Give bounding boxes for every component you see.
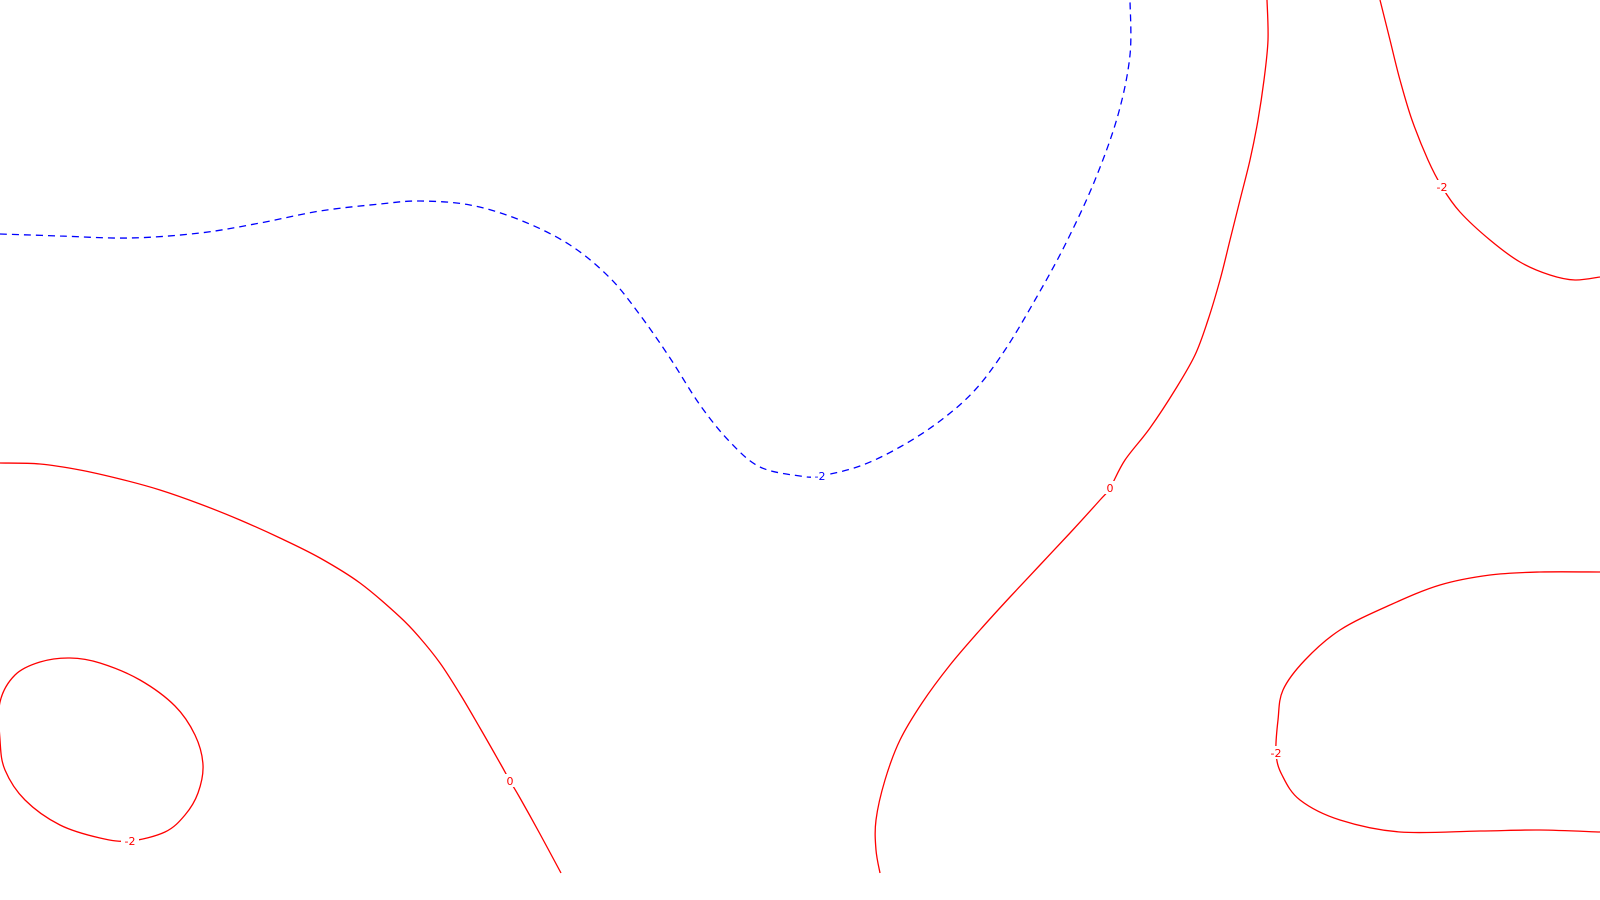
- contour-neg2-bottom-right: -2: [1267, 571, 1600, 834]
- contour-line-neg2-top-right: [1379, 0, 1600, 281]
- contour-label-bg: [504, 774, 516, 787]
- contour-neg2-dashed: -2: [0, 0, 1132, 483]
- contour-level-label: 0: [507, 775, 514, 788]
- contour-line-neg2-dashed: [0, 0, 1132, 478]
- contour-line-zero-left: [0, 462, 562, 874]
- contour-level-label: -2: [1271, 747, 1282, 760]
- contour-level-label: -2: [125, 835, 136, 848]
- contour-zero-right: 0: [874, 0, 1269, 874]
- contour-neg2-top-right: -2: [1379, 0, 1600, 281]
- contour-label-bg: [1433, 180, 1451, 193]
- contour-zero-left: 0: [0, 462, 562, 874]
- contour-label-bg: [1104, 481, 1116, 494]
- contour-line-neg2-bottom-left: [0, 657, 204, 842]
- contour-label-bg: [121, 834, 139, 847]
- contour-neg2-bottom-left: -2: [0, 657, 204, 848]
- contour-line-zero-right: [874, 0, 1269, 874]
- contour-label-bg: [1267, 746, 1285, 759]
- contour-level-label: -2: [1437, 181, 1448, 194]
- contour-level-label: 0: [1107, 482, 1114, 495]
- contour-level-label: -2: [815, 470, 826, 483]
- contour-label-bg: [811, 469, 829, 482]
- contour-line-neg2-bottom-right: [1275, 571, 1600, 834]
